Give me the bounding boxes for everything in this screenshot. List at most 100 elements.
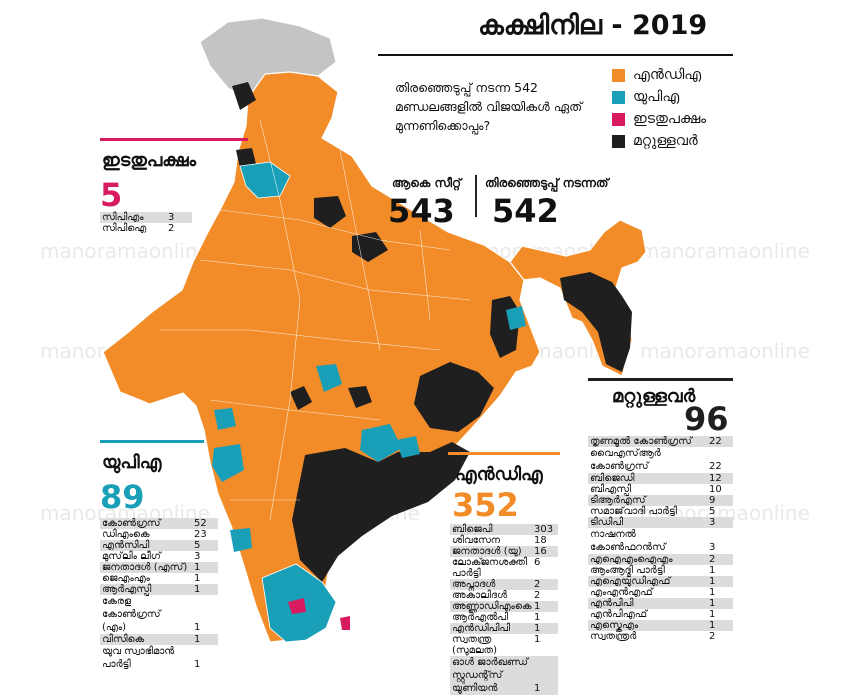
party-name: ശിവസേന	[452, 535, 501, 546]
party-seats: 1	[709, 587, 716, 598]
party-name: ബിഎസ്പി	[590, 484, 632, 495]
party-name: എംഎൻഎഫ്	[590, 587, 653, 598]
seats-divider	[475, 175, 477, 217]
list-item: അണ്ണാഡിഎംകെ 1	[450, 601, 558, 612]
list-item: ശിവസേന 18	[450, 535, 558, 546]
legend-swatch	[612, 68, 625, 82]
list-item: അകാലിദൾ 2	[450, 590, 558, 601]
party-name: അകാലിദൾ	[452, 590, 508, 601]
list-item: ലോക്ജനശക്തി പാർട്ടി 6	[450, 557, 558, 579]
party-seats: 1	[709, 598, 716, 609]
party-seats: 6	[534, 557, 541, 568]
nda-group-total: 352	[452, 486, 519, 524]
region-others-telangana-ap	[292, 442, 470, 582]
region-others-odisha	[414, 362, 494, 432]
party-name: എൻഡിപിപി	[452, 623, 511, 634]
others-group-title: മറ്റുള്ളവർ	[612, 386, 696, 407]
party-seats: 1	[194, 573, 201, 584]
party-seats: 1	[709, 576, 716, 587]
party-seats: 1	[534, 634, 541, 645]
party-seats: 22	[709, 436, 722, 447]
party-seats: 1	[194, 584, 201, 595]
list-item: എൻഡിപിപി 1	[450, 623, 558, 634]
list-item: എൻപിപി 1	[588, 598, 733, 609]
region-others-misc1	[290, 386, 312, 410]
region-others-northeast	[560, 272, 632, 372]
list-item: ബിജെഡി 12	[588, 473, 733, 484]
party-seats: 1	[194, 562, 201, 573]
party-name: എഐഎംഐഎം	[590, 554, 673, 565]
party-name: കോൺഗ്രസ്	[102, 518, 161, 529]
region-upa-andhra	[396, 436, 420, 458]
list-item: എംഎൻഎഫ് 1	[588, 587, 733, 598]
region-upa-bengal	[506, 306, 526, 330]
watermark-text: manoramaonline	[40, 239, 210, 263]
others-group-bar	[588, 378, 733, 381]
region-upa-maharashtra	[212, 444, 244, 482]
nda-party-list: ബിജെപി 303 ശിവസേന 18 ജനതാദൾ (യു) 16 ലോക്ജനശ…	[450, 524, 558, 695]
watermark-text: manoramaonline	[640, 239, 810, 263]
list-item: അപ്നാദൾ 2	[450, 579, 558, 590]
party-name: എൻപിപി	[590, 598, 634, 609]
party-seats: 22	[709, 461, 722, 472]
others-group-total: 96	[684, 400, 729, 438]
upa-party-list: കോൺഗ്രസ് 52 ഡിഎംകെ 23 എൻസിപി 5 മുസ്‌ലിം ലീഗ…	[100, 518, 218, 671]
contested-seats-value: 542	[492, 192, 559, 230]
total-seats-value: 543	[388, 192, 455, 230]
party-name: യുവ സ്വാഭിമാൻ പാർട്ടി	[102, 646, 175, 670]
list-item: കേരള കോൺഗ്രസ് (എം) 1	[100, 595, 218, 634]
legend-item-upa: യുപിഎ	[612, 86, 706, 108]
list-item: ജെഎംഎം 1	[100, 573, 218, 584]
list-item: ബിഎസ്പി 10	[588, 484, 733, 495]
party-seats: 2	[709, 631, 716, 642]
total-seats-label: ആകെ സീറ്റ്	[392, 176, 462, 190]
party-name: ലോക്ജനശക്തി പാർട്ടി	[452, 557, 528, 579]
party-name: അപ്നാദൾ	[452, 579, 496, 590]
list-item: സ്വതന്ത്രർ 2	[588, 631, 733, 642]
left-group-total: 5	[100, 176, 123, 214]
party-seats: 5	[709, 506, 716, 517]
legend-label: ഇടതുപക്ഷം	[633, 111, 707, 127]
list-item: എഐഎംഐഎം 2	[588, 554, 733, 565]
legend: എൻഡിഎ യുപിഎ ഇടതുപക്ഷം മറ്റുള്ളവർ	[612, 64, 706, 152]
party-name: ആർഎസ്പി	[102, 584, 152, 595]
party-seats: 3	[194, 551, 201, 562]
party-name: വിസികെ	[102, 634, 145, 645]
party-name: ജനതാദൾ (എസ്)	[102, 562, 188, 573]
list-item: ആർഎൽപി 1	[450, 612, 558, 623]
party-name: ആർഎൽപി	[452, 612, 509, 623]
party-seats: 23	[194, 529, 207, 540]
party-seats: 16	[534, 546, 547, 557]
party-seats: 1	[194, 659, 201, 670]
title-underline	[378, 54, 733, 56]
party-name: സിപിഎം	[102, 212, 144, 223]
region-upa-goa	[214, 408, 236, 430]
list-item: ആംആദ്മി പാർട്ടി 1	[588, 565, 733, 576]
party-seats: 1	[709, 620, 716, 631]
party-seats: 5	[194, 540, 201, 551]
party-name: മുസ്‌ലിം ലീഗ്	[102, 551, 161, 562]
legend-label: മറ്റുള്ളവർ	[633, 133, 698, 149]
party-name: കേരള കോൺഗ്രസ് (എം)	[102, 596, 161, 633]
list-item: എൻസിപി 5	[100, 540, 218, 551]
region-upa-chhattisgarh	[360, 424, 402, 462]
party-seats: 52	[194, 518, 207, 529]
party-seats: 2	[534, 579, 541, 590]
party-name: ബിജെപി	[452, 524, 493, 535]
list-item: സമാജ്‌വാദി പാർട്ടി 5	[588, 506, 733, 517]
upa-group-bar	[100, 440, 204, 443]
party-name: വൈഎസ്ആർ കോൺഗ്രസ്	[590, 448, 661, 472]
party-seats: 1	[534, 623, 541, 634]
party-seats: 3	[709, 542, 716, 553]
region-left-tn	[288, 598, 306, 614]
region-upa-mp	[316, 364, 342, 392]
list-item: എൻപിഎഫ് 1	[588, 609, 733, 620]
subtitle: തിരഞ്ഞെടുപ്പ് നടന്ന 542 മണ്ഡലങ്ങളിൽ വിജയ…	[395, 80, 583, 133]
party-seats: 9	[709, 495, 716, 506]
party-seats: 1	[709, 565, 716, 576]
left-party-list: സിപിഎം 3 സിപിഐ 2	[100, 212, 192, 234]
list-item: സിപിഎം 3	[100, 212, 192, 223]
party-name: എഐയുഡിഎഫ്	[590, 576, 671, 587]
party-seats: 2	[168, 223, 175, 234]
